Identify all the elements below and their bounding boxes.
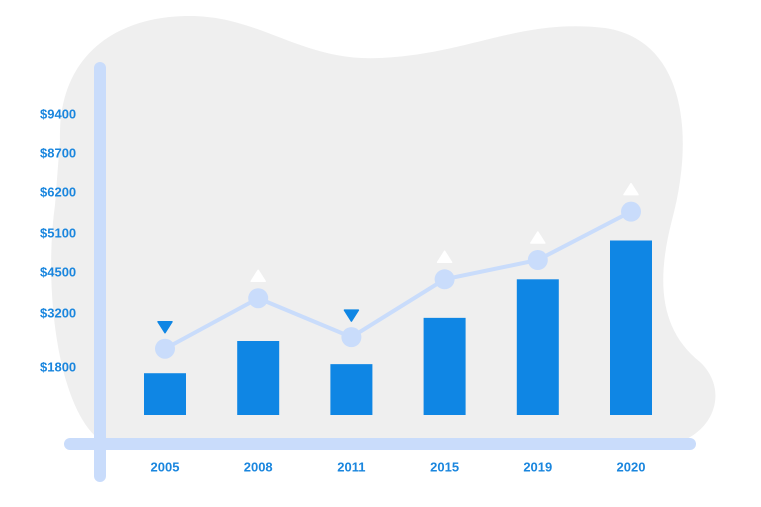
x-tick-label: 2005	[151, 459, 180, 474]
x-tick-label: 2015	[430, 459, 459, 474]
x-tick-label: 2019	[523, 459, 552, 474]
x-tick-label: 2020	[617, 459, 646, 474]
trend-marker	[530, 231, 546, 244]
trend-marker	[250, 269, 266, 282]
trend-marker	[343, 309, 360, 322]
bar	[610, 240, 652, 415]
x-tick-label: 2011	[337, 459, 365, 474]
line-point	[155, 338, 175, 359]
trend-marker	[436, 250, 453, 264]
bar	[330, 364, 373, 415]
line-point	[434, 269, 455, 290]
line	[164, 209, 632, 351]
y-tick-label: $1800	[40, 359, 76, 374]
y-tick-label: $5100	[40, 225, 76, 240]
bar	[237, 341, 280, 415]
bar	[423, 317, 466, 415]
y-tick-label: $8700	[40, 145, 76, 160]
y-tick-label: $6200	[40, 184, 76, 199]
x-tick-label: 2008	[244, 459, 273, 474]
line-point	[621, 201, 641, 222]
y-tick-label: $3200	[40, 305, 76, 320]
line-point	[248, 288, 269, 309]
y-tick-label: $9400	[40, 106, 76, 121]
trend-marker	[623, 182, 639, 196]
trend-marker	[157, 320, 173, 334]
line-point	[341, 327, 362, 348]
bar	[516, 279, 559, 415]
line-point	[527, 250, 548, 270]
y-tick-label: $4500	[40, 264, 76, 279]
bar	[144, 373, 186, 415]
